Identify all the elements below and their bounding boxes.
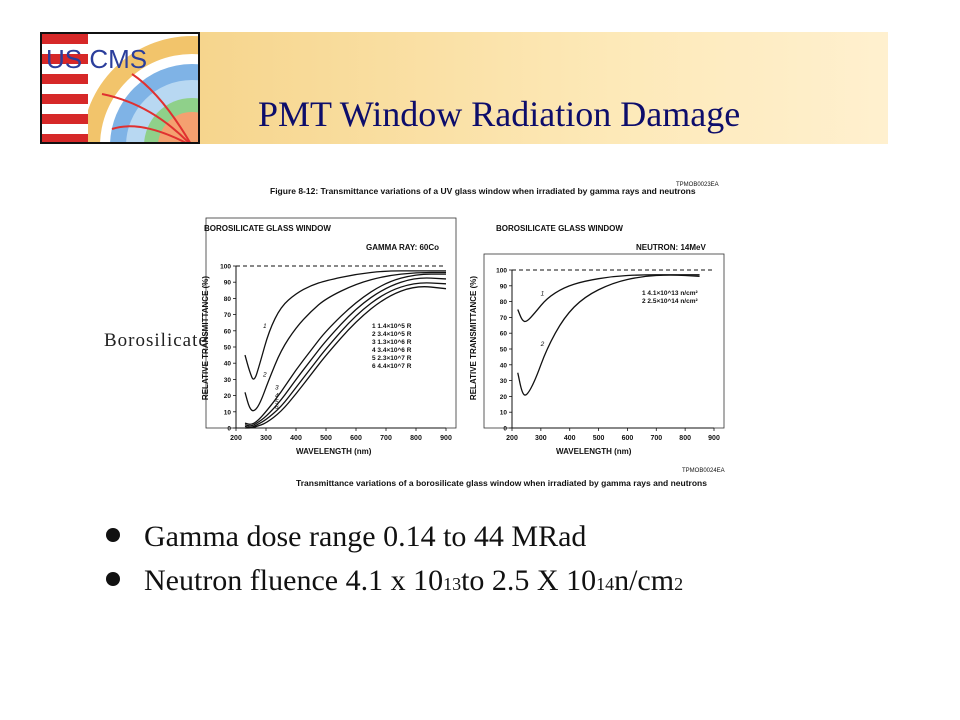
neutron-series-2-label: 2	[540, 341, 545, 348]
neutron-y-tick-label: 50	[500, 347, 508, 354]
neutron-source-label: NEUTRON: 14MeV	[636, 243, 706, 252]
neutron-x-tick-label: 900	[708, 435, 720, 442]
figure-caption-top: Figure 8-12: Transmittance variations of…	[270, 186, 696, 196]
gamma-legend-entry: 6 4.4×10^7 R	[372, 362, 412, 370]
gamma-legend-entry: 4 3.4×10^6 R	[372, 346, 412, 354]
bullet-gamma: Gamma dose range 0.14 to 44 MRad	[106, 520, 586, 554]
gamma-series-1-label: 1	[263, 323, 267, 330]
figure-code-bottom: TPMOB0024EA	[682, 468, 725, 474]
gamma-y-tick-label: 30	[224, 377, 232, 384]
gamma-legend-entry: 2 3.4×10^5 R	[372, 330, 412, 338]
neutron-series-1-label: 1	[541, 290, 545, 297]
gamma-x-tick-label: 800	[410, 435, 422, 442]
bullet-exp1: 13	[443, 574, 462, 594]
page-title: PMT Window Radiation Damage	[258, 94, 741, 134]
gamma-panel: BOROSILICATE GLASS WINDOW GAMMA RAY: 60C…	[201, 217, 457, 456]
gamma-x-tick-label: 900	[440, 435, 452, 442]
neutron-panel: BOROSILICATE GLASS WINDOW NEUTRON: 14MeV…	[469, 224, 725, 456]
gamma-source-label: GAMMA RAY: 60Co	[366, 243, 439, 252]
neutron-x-tick-label: 300	[535, 435, 547, 442]
gamma-y-tick-label: 80	[224, 296, 232, 303]
figure-scan: TPMOB0023EA Figure 8-12: Transmittance v…	[196, 178, 732, 500]
neutron-x-tick-label: 400	[564, 435, 576, 442]
neutron-xlabel: WAVELENGTH (nm)	[556, 447, 632, 456]
bullet-unit: n/cm	[614, 564, 675, 597]
gamma-x-tick-label: 200	[230, 435, 242, 442]
gamma-series-6-label: 6	[275, 404, 279, 411]
gamma-x-tick-label: 500	[320, 435, 332, 442]
gamma-series-4-label: 4	[275, 392, 279, 399]
gamma-legend-entry: 1 1.4×10^5 R	[372, 322, 412, 330]
gamma-window-label: BOROSILICATE GLASS WINDOW	[204, 224, 331, 233]
header-bar	[200, 32, 888, 144]
neutron-series-1-line	[517, 274, 700, 323]
gamma-series-2-line	[244, 271, 446, 412]
neutron-y-tick-label: 80	[500, 299, 508, 306]
neutron-y-tick-label: 10	[500, 410, 508, 417]
bullet-exp3: 2	[674, 574, 684, 594]
gamma-x-tick-label: 300	[260, 435, 272, 442]
gamma-y-tick-label: 50	[224, 345, 232, 352]
neutron-legend-entry: 1 4.1×10^13 n/cm²	[642, 289, 698, 297]
gamma-y-tick-label: 10	[224, 409, 232, 416]
gamma-y-tick-label: 100	[220, 264, 231, 271]
gamma-series-2-label: 2	[262, 371, 267, 378]
figure-code-top: TPMOB0023EA	[676, 182, 719, 188]
gamma-legend-entry: 5 2.3×10^7 R	[372, 354, 412, 362]
gamma-y-tick-label: 70	[224, 312, 232, 319]
gamma-y-tick-label: 0	[227, 426, 231, 433]
us-cms-logo: US CMS	[40, 32, 200, 144]
gamma-series-5-line	[244, 282, 447, 429]
neutron-series-2-line	[517, 274, 700, 396]
neutron-y-tick-label: 100	[496, 268, 507, 275]
neutron-x-tick-label: 500	[593, 435, 605, 442]
gamma-series-4-line	[244, 277, 447, 427]
neutron-y-tick-label: 90	[500, 283, 508, 290]
neutron-y-tick-label: 40	[500, 362, 508, 369]
gamma-ylabel: RELATIVE TRANSMITTANCE (%)	[201, 276, 210, 400]
neutron-x-tick-label: 700	[650, 435, 662, 442]
borosilicate-label: Borosilicate	[104, 330, 208, 351]
neutron-x-tick-label: 600	[622, 435, 634, 442]
neutron-y-tick-label: 30	[500, 378, 508, 385]
gamma-x-tick-label: 600	[350, 435, 362, 442]
bullet-dot	[106, 572, 120, 586]
svg-text:US CMS: US CMS	[46, 44, 147, 74]
bullet-exp2: 14	[596, 574, 615, 594]
gamma-y-tick-label: 60	[224, 328, 232, 335]
gamma-legend-entry: 3 1.3×10^6 R	[372, 338, 412, 346]
gamma-series-3-label: 3	[275, 384, 279, 391]
figure-caption-bottom: Transmittance variations of a borosilica…	[296, 478, 707, 488]
gamma-xlabel: WAVELENGTH (nm)	[296, 447, 372, 456]
gamma-series-3-line	[244, 273, 446, 425]
neutron-x-tick-label: 800	[679, 435, 691, 442]
neutron-y-tick-label: 70	[500, 315, 508, 322]
neutron-x-tick-label: 200	[506, 435, 518, 442]
bullet-text: Gamma dose range 0.14 to 44 MRad	[144, 520, 587, 553]
gamma-y-tick-label: 20	[224, 393, 232, 400]
gamma-series-5-label: 5	[275, 399, 279, 406]
neutron-y-tick-label: 20	[500, 394, 508, 401]
gamma-series-1-line	[244, 270, 446, 380]
gamma-y-tick-label: 40	[224, 361, 232, 368]
gamma-series-6-line	[244, 286, 447, 429]
neutron-legend-entry: 2 2.5×10^14 n/cm²	[642, 297, 698, 305]
gamma-x-tick-label: 700	[380, 435, 392, 442]
gamma-y-tick-label: 90	[224, 280, 232, 287]
gamma-x-tick-label: 400	[290, 435, 302, 442]
neutron-window-label: BOROSILICATE GLASS WINDOW	[496, 224, 623, 233]
bullet-mid: to 2.5 X 10	[461, 564, 597, 597]
neutron-y-tick-label: 0	[503, 426, 507, 433]
bullet-dot	[106, 528, 120, 542]
neutron-ylabel: RELATIVE TRANSMITTANCE (%)	[469, 276, 478, 400]
bullet-prefix: Neutron fluence 4.1 x 10	[144, 564, 444, 597]
neutron-y-tick-label: 60	[500, 331, 508, 338]
bullet-neutron: Neutron fluence 4.1 x 10 13 to 2.5 X 10 14…	[106, 564, 683, 598]
